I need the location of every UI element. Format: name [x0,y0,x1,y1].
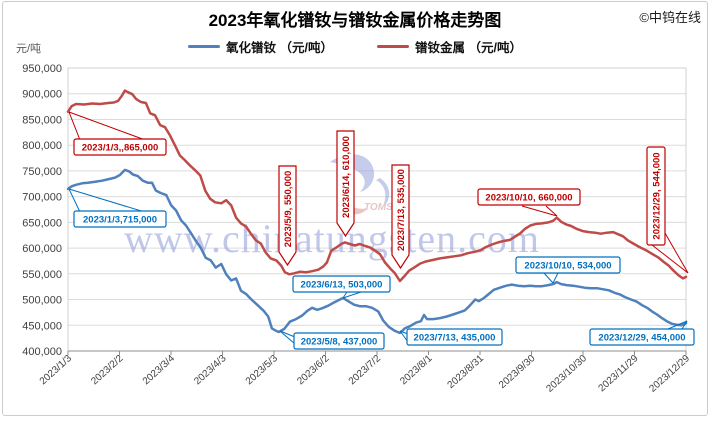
callout-text: 2023/1/3,,865,000 [82,143,159,154]
callout-leader [664,232,689,274]
callout-text: 2023/10/10, 534,000 [524,261,611,272]
callout-text: 2023/10/10, 660,000 [485,193,572,204]
y-axis-label: 550,000 [22,269,62,281]
callout-text: 2023/7/13, 435,000 [414,333,496,344]
legend-label-oxide: 氧化镨钕 （元/吨） [226,41,333,55]
x-axis-label: 2023/8/1 [398,353,435,388]
series-line-oxide [66,168,688,335]
watermark-logo-text: TOMS [364,202,393,213]
callout-box [391,164,410,270]
oxide-line-swatch [188,44,221,49]
callout-text: 2023/1/3,715,000 [83,215,157,226]
callout-box [477,188,581,206]
callout-leader [545,205,558,217]
legend-label-metal: 镨钕金属 （元/吨） [415,41,522,55]
annotation-callout-oxide-7: 2023/5/8, 437,000 [279,330,385,350]
annotation-callout-oxide-1: 2023/1/3,715,000 [68,188,167,228]
callout-leader [342,291,348,299]
annotation-callout-metal-2: 2023/5/9, 550,000 [278,165,297,267]
annotation-callout-metal-4: 2023/7/13, 535,000 [391,164,410,270]
callout-leader [521,205,558,217]
legend-item-metal: 镨钕金属 （元/吨） [377,37,522,56]
metal-line-swatch [377,44,409,49]
callout-text: 2023/7/13, 535,000 [396,169,407,251]
x-axis-label: 2023/9/30 [497,353,538,391]
annotation-callout-metal-5: 2023/10/10, 660,000 [477,188,581,217]
x-axis-label: 2023/12/29 [647,353,692,395]
callout-text: 2023/6/14, 610,000 [341,136,352,218]
callout-text: 2023/6/13, 503,000 [301,280,383,291]
callout-text: 2023/5/8, 437,000 [301,337,378,348]
x-axis-label: 2023/7/2 [347,353,384,388]
callout-box [406,328,503,346]
callout-text: 2023/5/9, 550,000 [283,171,294,248]
callout-box [589,328,695,346]
callout-box [646,146,666,246]
callout-box [515,256,621,274]
callout-leader [651,244,689,274]
y-axis-label: 900,000 [22,89,62,101]
series-line-metal [66,89,688,283]
callout-leader [552,272,559,284]
callout-leader [681,320,688,330]
annotation-callout-oxide-10: 2023/10/10, 534,000 [515,256,621,284]
callout-leader [342,291,362,299]
y-axis-label: 500,000 [22,295,62,307]
annotation-callout-metal-0: 2023/1/3,,865,000 [68,111,167,156]
legend-item-oxide: 氧化镨钕 （元/吨） [188,37,333,56]
y-axis-label: 750,000 [22,166,62,178]
x-axis-label: 2023/10/30 [544,353,589,395]
y-axis-unit-label: 元/吨 [16,43,42,55]
x-axis-label: 2023/6/2 [295,353,332,388]
y-axis-label: 400,000 [22,346,62,358]
annotation-callout-oxide-9: 2023/7/13, 435,000 [399,328,503,346]
legend: 氧化镨钕 （元/吨） 镨钕金属 （元/吨） [0,37,710,56]
y-axis-label: 950,000 [22,63,62,75]
callout-box [73,138,167,156]
y-axis-label: 650,000 [22,217,62,229]
annotation-callout-oxide-11: 2023/12/29, 454,000 [589,320,695,346]
y-axis-label: 450,000 [22,320,62,332]
callout-box [73,210,167,228]
page-title: 2023年氧化镨钕与镨钕金属价格走势图 [208,11,502,30]
callout-leader [667,320,688,330]
x-axis-label: 2023/4/3 [192,353,229,388]
callout-leader [68,188,81,213]
x-axis-label: 2023/5/3 [244,353,281,388]
copyright-label: ©中钨在线 [639,10,701,25]
x-axis-label: 2023/2/2 [89,353,126,388]
watermark-text: www.chinatungsten.com [124,216,540,261]
callout-box [293,332,385,350]
callout-box [336,130,355,238]
callout-text: 2023/12/29, 544,000 [652,152,663,239]
annotation-callout-oxide-8: 2023/6/13, 503,000 [292,275,391,299]
y-axis-label: 700,000 [22,192,62,204]
annotation-callout-metal-3: 2023/6/14, 610,000 [336,130,355,238]
callout-leader [543,272,554,284]
logo-swoosh-right [376,178,390,208]
callout-leader [68,111,149,142]
callout-leader [68,188,149,214]
y-axis-label: 800,000 [22,140,62,152]
x-axis-label: 2023/3/4 [141,353,178,388]
callout-box [292,275,391,293]
callout-leader [279,330,296,345]
callout-box [278,165,297,267]
callout-leader [68,111,81,141]
y-axis-label: 600,000 [22,243,62,255]
annotation-callout-metal-6: 2023/12/29, 544,000 [646,146,689,274]
x-axis-label: 2023/8/31 [446,353,487,391]
x-axis-label: 2023/11/29 [597,353,641,394]
callout-text: 2023/12/29, 454,000 [598,333,685,344]
y-axis-label: 850,000 [22,115,62,127]
callout-leader [279,330,296,338]
